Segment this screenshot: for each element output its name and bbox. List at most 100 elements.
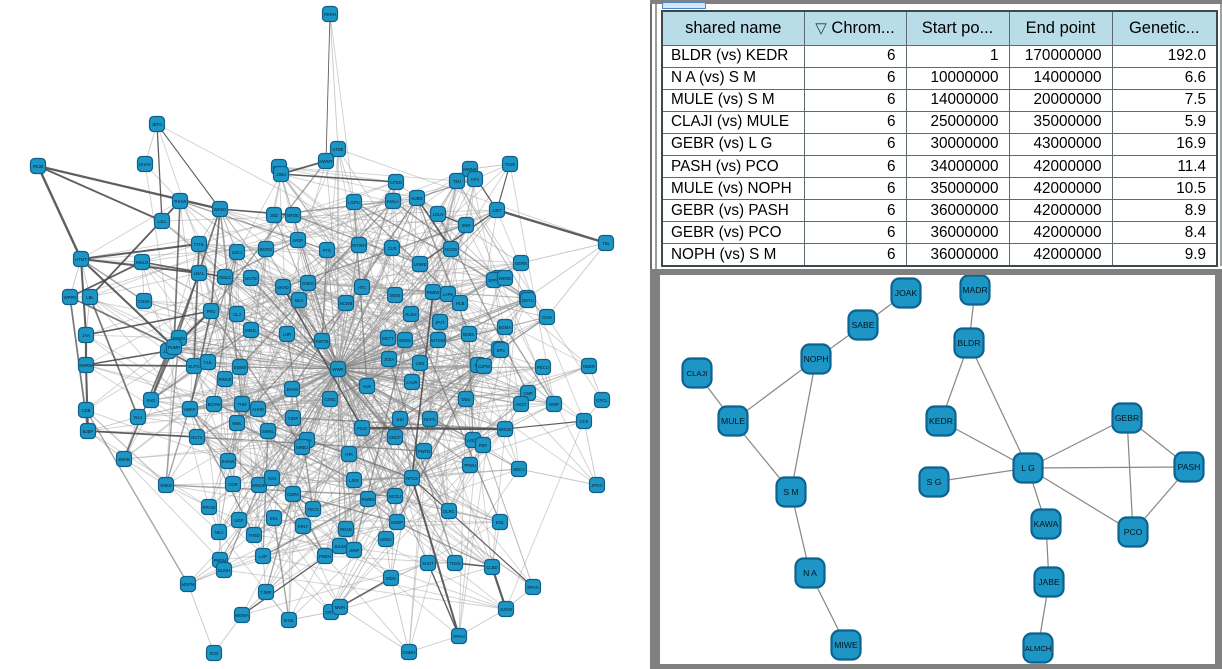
- svg-text:LDLN: LDLN: [433, 212, 444, 217]
- svg-text:AGCT: AGCT: [467, 438, 479, 443]
- svg-text:THM: THM: [237, 402, 247, 407]
- svg-text:JJET: JJET: [492, 208, 502, 213]
- svg-text:NOPH: NOPH: [804, 354, 829, 364]
- svg-text:WKED: WKED: [214, 207, 227, 212]
- svg-text:CLAJI: CLAJI: [687, 369, 708, 378]
- svg-text:SBSE: SBSE: [389, 293, 400, 298]
- svg-text:DHAS: DHAS: [139, 162, 151, 167]
- svg-text:HTMT: HTMT: [75, 257, 87, 262]
- svg-text:RPCS: RPCS: [406, 476, 418, 481]
- svg-text:NKJ: NKJ: [215, 530, 223, 535]
- svg-text:GEBR: GEBR: [1115, 413, 1139, 423]
- svg-text:JPJT: JPJT: [435, 320, 445, 325]
- svg-text:LBL: LBL: [86, 295, 94, 300]
- svg-text:UTBE: UTBE: [332, 147, 343, 152]
- svg-text:SABE: SABE: [852, 320, 875, 330]
- svg-text:GPCL: GPCL: [596, 398, 608, 403]
- svg-text:SPPC: SPPC: [488, 278, 499, 283]
- svg-text:DKTU: DKTU: [522, 298, 533, 303]
- svg-text:KHD: KHD: [147, 398, 156, 403]
- svg-text:BCHW: BCHW: [208, 402, 221, 407]
- svg-text:PCO: PCO: [1124, 527, 1143, 537]
- svg-text:JPGG: JPGG: [591, 483, 602, 488]
- svg-text:NBDR: NBDR: [583, 364, 595, 369]
- svg-text:GSKG: GSKG: [302, 281, 314, 286]
- svg-text:MDUB: MDUB: [499, 427, 512, 432]
- svg-text:TPWU: TPWU: [464, 463, 476, 468]
- svg-text:MIWE: MIWE: [834, 640, 858, 650]
- svg-text:BLDR: BLDR: [958, 338, 981, 348]
- svg-text:RWUE: RWUE: [219, 377, 232, 382]
- svg-text:NCWB: NCWB: [340, 301, 353, 306]
- svg-text:THHW: THHW: [174, 199, 187, 204]
- svg-text:JUGW: JUGW: [500, 607, 512, 612]
- svg-text:UJR: UJR: [283, 332, 291, 337]
- svg-text:MTDE: MTDE: [287, 213, 299, 218]
- svg-text:LAPK: LAPK: [443, 292, 454, 297]
- svg-text:SNR: SNR: [462, 223, 471, 228]
- svg-text:RWTB: RWTB: [316, 339, 328, 344]
- svg-text:CMPA: CMPA: [287, 492, 299, 497]
- svg-text:HCB: HCB: [456, 301, 465, 306]
- svg-text:TDSS: TDSS: [449, 561, 460, 566]
- svg-text:JABE: JABE: [1038, 577, 1060, 587]
- svg-text:S M: S M: [783, 487, 798, 497]
- svg-text:MULE: MULE: [721, 416, 745, 426]
- svg-text:JHU: JHU: [396, 417, 404, 422]
- svg-text:UGP: UGP: [234, 518, 243, 523]
- svg-text:NDCA: NDCA: [513, 467, 525, 472]
- svg-text:CSNC: CSNC: [324, 397, 336, 402]
- svg-text:JJBU: JJBU: [276, 172, 286, 177]
- svg-text:WWR: WWR: [333, 367, 344, 372]
- svg-text:JKHM: JKHM: [286, 387, 298, 392]
- svg-text:PRU: PRU: [207, 309, 216, 314]
- svg-text:PNDH: PNDH: [319, 554, 331, 559]
- svg-text:MGPM: MGPM: [181, 582, 195, 587]
- svg-text:AUK: AUK: [363, 384, 372, 389]
- svg-text:GNMH: GNMH: [403, 650, 416, 655]
- svg-text:PUMR: PUMR: [168, 345, 180, 350]
- svg-text:NUTS: NUTS: [191, 435, 203, 440]
- svg-text:ENL: ENL: [496, 520, 505, 525]
- svg-text:ALMCH: ALMCH: [1025, 644, 1052, 653]
- svg-text:KPJ: KPJ: [471, 177, 479, 182]
- svg-text:LGPU: LGPU: [348, 200, 359, 205]
- svg-text:HBKP: HBKP: [184, 407, 196, 412]
- svg-text:NKPC: NKPC: [424, 417, 436, 422]
- svg-text:UHWE: UHWE: [414, 262, 427, 267]
- svg-text:RPCW: RPCW: [203, 505, 216, 510]
- svg-text:ESBW: ESBW: [234, 365, 246, 370]
- svg-text:RWBN: RWBN: [362, 497, 375, 502]
- svg-text:GERN: GERN: [515, 261, 527, 266]
- svg-text:MRBJ: MRBJ: [296, 445, 307, 450]
- svg-text:CBCP: CBCP: [389, 435, 401, 440]
- svg-text:S G: S G: [927, 477, 942, 487]
- svg-text:PECU: PECU: [537, 365, 549, 370]
- svg-text:WUTE: WUTE: [245, 276, 258, 281]
- svg-text:SHSL: SHSL: [284, 618, 296, 623]
- svg-text:TJMP: TJMP: [261, 590, 272, 595]
- svg-text:RPAH: RPAH: [527, 585, 538, 590]
- svg-text:WGWA: WGWA: [235, 613, 249, 618]
- svg-text:JCEA: JCEA: [384, 357, 395, 362]
- svg-text:WCDJ: WCDJ: [389, 494, 401, 499]
- svg-text:NCDB: NCDB: [445, 247, 457, 252]
- svg-text:DDU: DDU: [461, 397, 470, 402]
- svg-text:USN: USN: [416, 361, 425, 366]
- svg-text:LBAL: LBAL: [194, 271, 205, 276]
- svg-text:EAKW: EAKW: [222, 459, 234, 464]
- svg-text:WKLD: WKLD: [136, 260, 148, 265]
- svg-text:THSD: THSD: [248, 533, 259, 538]
- svg-text:MKTT: MKTT: [382, 336, 394, 341]
- svg-text:WWUR: WWUR: [252, 483, 266, 488]
- svg-text:DLRC: DLRC: [443, 509, 454, 514]
- svg-text:BJBP: BJBP: [83, 429, 94, 434]
- svg-text:CGR: CGR: [228, 482, 237, 487]
- svg-text:PTG: PTG: [323, 248, 332, 253]
- svg-text:MWR: MWR: [335, 605, 345, 610]
- svg-text:WGR: WGR: [293, 238, 303, 243]
- svg-text:ELMH: ELMH: [218, 568, 230, 573]
- svg-text:DMLS: DMLS: [219, 275, 231, 280]
- svg-text:CKW: CKW: [542, 315, 552, 320]
- svg-text:JUUW: JUUW: [334, 544, 346, 549]
